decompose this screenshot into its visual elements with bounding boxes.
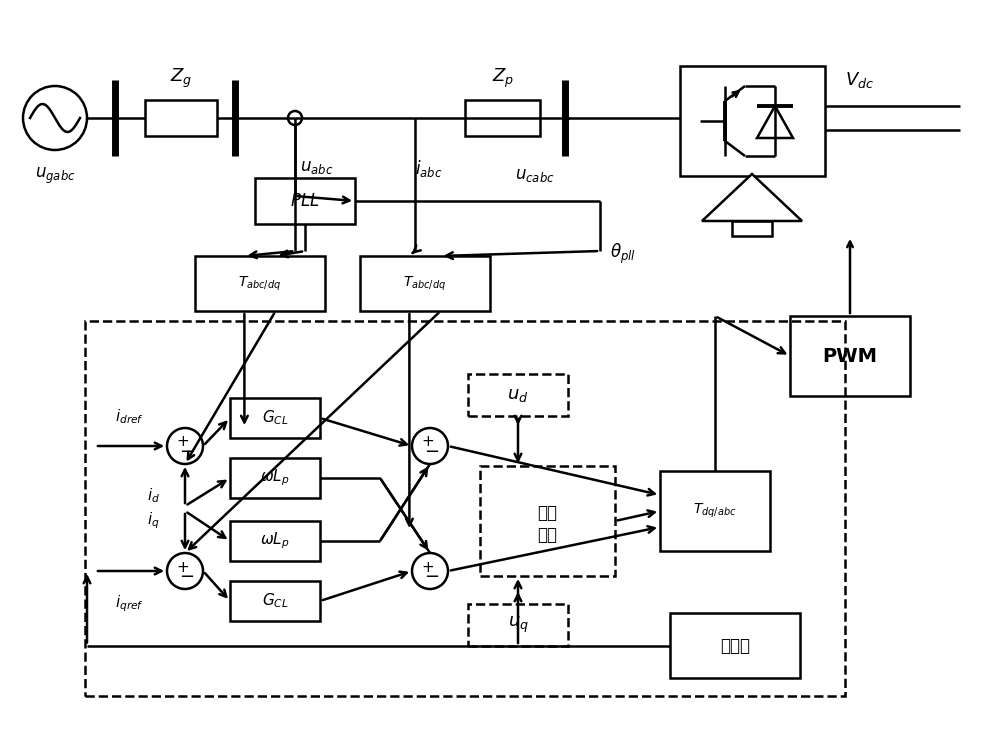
Text: −: − xyxy=(424,443,440,461)
Text: −: − xyxy=(424,568,440,586)
Text: $G_{CL}$: $G_{CL}$ xyxy=(262,592,288,610)
Text: +: + xyxy=(177,434,189,450)
FancyBboxPatch shape xyxy=(670,613,800,678)
FancyBboxPatch shape xyxy=(230,581,320,621)
FancyBboxPatch shape xyxy=(230,398,320,438)
Text: $u_{cabc}$: $u_{cabc}$ xyxy=(515,166,555,184)
Text: $u_q$: $u_q$ xyxy=(508,615,528,635)
Text: $\omega L_p$: $\omega L_p$ xyxy=(260,468,290,489)
Text: $\omega L_p$: $\omega L_p$ xyxy=(260,530,290,551)
Text: $i_{abc}$: $i_{abc}$ xyxy=(415,158,442,179)
Circle shape xyxy=(412,428,448,464)
FancyBboxPatch shape xyxy=(195,256,325,311)
FancyBboxPatch shape xyxy=(360,256,490,311)
Text: $i_d$: $i_d$ xyxy=(147,486,160,505)
FancyBboxPatch shape xyxy=(230,521,320,561)
Text: PWM: PWM xyxy=(822,346,878,366)
Polygon shape xyxy=(702,174,802,221)
Text: −: − xyxy=(179,568,195,586)
FancyBboxPatch shape xyxy=(468,374,568,416)
Text: $i_{dref}$: $i_{dref}$ xyxy=(115,407,145,426)
Circle shape xyxy=(167,428,203,464)
Text: $T_{abc/dq}$: $T_{abc/dq}$ xyxy=(238,275,282,292)
Text: $PLL$: $PLL$ xyxy=(290,192,320,210)
Text: $i_q$: $i_q$ xyxy=(147,511,160,531)
FancyBboxPatch shape xyxy=(732,221,772,236)
Text: 前馈: 前馈 xyxy=(538,526,558,544)
Text: $T_{abc/dq}$: $T_{abc/dq}$ xyxy=(403,275,447,292)
Text: $u_{gabc}$: $u_{gabc}$ xyxy=(35,166,75,186)
Text: $u_{abc}$: $u_{abc}$ xyxy=(300,158,333,176)
Text: $V_{dc}$: $V_{dc}$ xyxy=(845,70,874,90)
Text: −: − xyxy=(179,443,195,461)
FancyBboxPatch shape xyxy=(660,471,770,551)
Text: 电流环: 电流环 xyxy=(720,636,750,654)
Circle shape xyxy=(412,553,448,589)
Text: $u_d$: $u_d$ xyxy=(507,386,529,404)
Text: $Z_g$: $Z_g$ xyxy=(170,67,192,90)
Text: 电压: 电压 xyxy=(538,504,558,522)
Circle shape xyxy=(288,111,302,125)
Text: +: + xyxy=(422,434,434,450)
FancyBboxPatch shape xyxy=(230,458,320,498)
Text: $Z_p$: $Z_p$ xyxy=(492,67,514,90)
FancyBboxPatch shape xyxy=(790,316,910,396)
FancyBboxPatch shape xyxy=(480,466,615,576)
FancyBboxPatch shape xyxy=(465,100,540,136)
Text: $i_{qref}$: $i_{qref}$ xyxy=(115,593,145,614)
FancyBboxPatch shape xyxy=(680,66,825,176)
FancyBboxPatch shape xyxy=(468,604,568,646)
Text: +: + xyxy=(422,560,434,574)
Text: $T_{dq/abc}$: $T_{dq/abc}$ xyxy=(693,502,737,520)
FancyBboxPatch shape xyxy=(255,178,355,224)
Text: $\theta_{pll}$: $\theta_{pll}$ xyxy=(610,242,636,266)
Circle shape xyxy=(167,553,203,589)
FancyBboxPatch shape xyxy=(145,100,217,136)
Text: $G_{CL}$: $G_{CL}$ xyxy=(262,409,288,427)
Text: +: + xyxy=(177,560,189,574)
